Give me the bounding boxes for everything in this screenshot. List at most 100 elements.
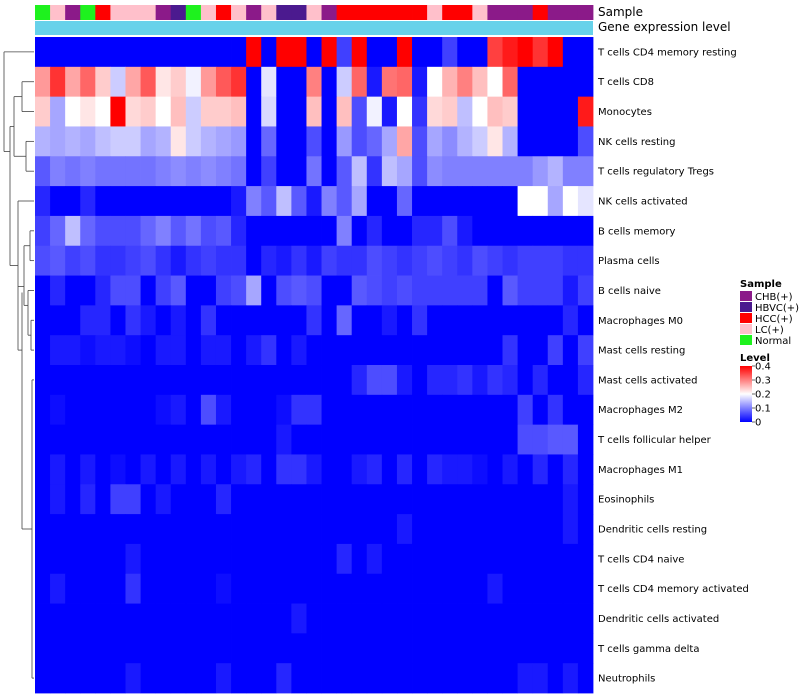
heatmap-cell: [427, 573, 443, 604]
heatmap-cell: [35, 663, 51, 694]
heatmap-cell: [351, 603, 368, 634]
heatmap-cell: [562, 335, 579, 366]
heatmap-cell: [261, 66, 277, 98]
heatmap-cell: [472, 186, 488, 217]
heatmap-cell: [35, 96, 51, 127]
heatmap-cell: [50, 335, 66, 366]
heatmap-cell: [65, 186, 81, 217]
heatmap-cell: [50, 484, 66, 515]
sample-cell: [517, 5, 534, 20]
heatmap-cell: [562, 215, 579, 247]
heatmap-cell: [532, 66, 549, 98]
heatmap-cell: [487, 424, 503, 455]
heatmap-cell: [336, 186, 353, 217]
heatmap-cell: [366, 66, 383, 98]
heatmap-cell: [200, 335, 217, 366]
heatmap-cell: [95, 454, 111, 485]
heatmap-cell: [321, 573, 338, 604]
heatmap-cell: [381, 66, 398, 98]
heatmap-cell: [412, 126, 428, 157]
heatmap-cell: [185, 215, 202, 247]
heatmap-cell: [170, 215, 187, 247]
heatmap-cell: [261, 96, 277, 127]
heatmap-cell: [427, 156, 443, 187]
heatmap-cell: [306, 365, 322, 396]
heatmap-cell: [532, 394, 549, 426]
heatmap-cell: [442, 37, 458, 68]
heatmap-cell: [291, 156, 307, 187]
heatmap-cell: [246, 156, 262, 187]
heatmap-cell: [532, 275, 549, 306]
row-label: T cells CD4 naive: [597, 554, 684, 565]
heatmap-cell: [125, 543, 141, 575]
heatmap-cell: [231, 186, 247, 217]
heatmap-cell: [412, 215, 428, 247]
heatmap-cell: [487, 37, 503, 68]
heatmap-cell: [366, 424, 383, 455]
heatmap-cell: [95, 365, 111, 396]
heatmap-cell: [442, 365, 458, 396]
sample-legend-label: HCC(+): [755, 314, 793, 325]
heatmap-cell: [261, 484, 277, 515]
heatmap-cell: [170, 424, 187, 455]
heatmap-cell: [457, 126, 473, 157]
heatmap-cell: [215, 156, 232, 187]
heatmap-cell: [261, 215, 277, 247]
heatmap-cell: [381, 186, 398, 217]
heatmap-cell: [185, 603, 202, 634]
heatmap-cell: [80, 37, 96, 68]
heatmap-cell: [95, 186, 111, 217]
heatmap-cell: [532, 335, 549, 366]
heatmap-cell: [547, 514, 564, 545]
heatmap-cell: [351, 365, 368, 396]
heatmap-cell: [472, 37, 488, 68]
heatmap-cell: [412, 245, 428, 276]
heatmap-cell: [472, 633, 488, 664]
heatmap-cell: [231, 335, 247, 366]
heatmap-cell: [502, 633, 518, 664]
heatmap-cell: [246, 514, 262, 545]
sample-cell: [50, 5, 66, 20]
heatmap-cell: [306, 96, 322, 127]
heatmap-cell: [140, 275, 157, 306]
heatmap-cell: [577, 365, 594, 396]
heatmap-cell: [95, 573, 111, 604]
heatmap-cell: [215, 37, 232, 68]
track-label-expression: Gene expression level: [598, 20, 731, 34]
row-label: Monocytes: [598, 107, 652, 118]
sample-cell: [155, 5, 172, 20]
heatmap-cell: [246, 543, 262, 575]
heatmap-cell: [125, 514, 141, 545]
heatmap-cell: [427, 186, 443, 217]
heatmap-cell: [125, 305, 141, 336]
heatmap-cell: [35, 37, 51, 68]
heatmap-cell: [261, 335, 277, 366]
heatmap-cell: [50, 424, 66, 455]
heatmap-cell: [396, 335, 413, 366]
heatmap-cell: [65, 603, 81, 634]
heatmap-cell: [231, 156, 247, 187]
level-legend-title: Level: [740, 353, 770, 364]
heatmap-cell: [502, 663, 518, 694]
heatmap-cell: [412, 365, 428, 396]
heatmap-cell: [35, 424, 51, 455]
heatmap-cell: [442, 514, 458, 545]
heatmap-cell: [366, 275, 383, 306]
heatmap-cell: [95, 96, 111, 127]
heatmap-cell: [321, 633, 338, 664]
heatmap-cell: [381, 454, 398, 485]
heatmap-cell: [95, 156, 111, 187]
heatmap-cell: [502, 335, 518, 366]
heatmap-cell: [65, 365, 81, 396]
heatmap-cell: [336, 245, 353, 276]
heatmap-cell: [336, 484, 353, 515]
heatmap-cell: [442, 66, 458, 98]
heatmap-cell: [577, 424, 594, 455]
level-legend: Level 0.4 0.3 0.2 0.1 0: [740, 353, 771, 429]
heatmap-cell: [412, 394, 428, 426]
heatmap-cell: [231, 126, 247, 157]
heatmap-cell: [366, 37, 383, 68]
heatmap-cell: [517, 454, 534, 485]
sample-cell: [442, 5, 458, 20]
heatmap-cell: [457, 394, 473, 426]
